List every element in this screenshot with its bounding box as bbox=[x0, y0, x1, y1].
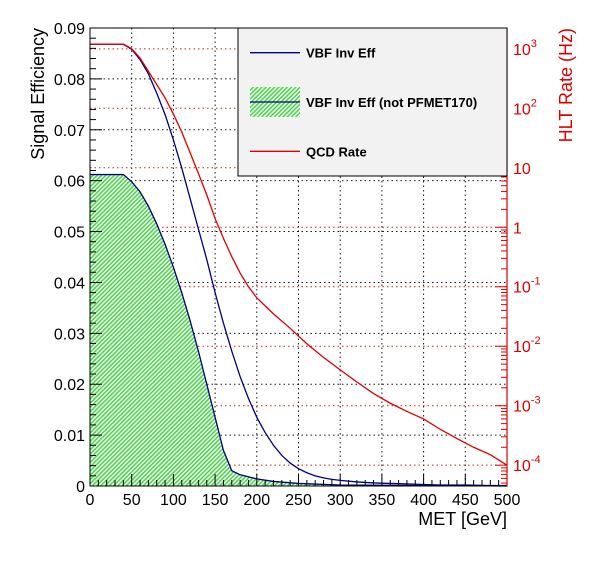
y-tick-label: 0.01 bbox=[54, 428, 85, 445]
y-tick-label: 0.05 bbox=[54, 225, 85, 242]
y2-tick-label: 10-1 bbox=[513, 276, 541, 297]
y-tick-label: 0.06 bbox=[54, 174, 85, 191]
series-qcd-rate-line bbox=[90, 43, 508, 466]
y-tick-label: 0.09 bbox=[54, 21, 85, 38]
y-tick-label: 0.04 bbox=[54, 275, 85, 292]
legend-entry-label: QCD Rate bbox=[306, 144, 367, 159]
x-tick-label: 350 bbox=[369, 492, 396, 509]
y-tick-label: 0.07 bbox=[54, 123, 85, 140]
legend-entry-label: VBF Inv Eff bbox=[306, 46, 376, 61]
right-y-axis-label: HLT Rate (Hz) bbox=[556, 28, 576, 142]
legend: VBF Inv Eff VBF Inv Eff (not PFMET170) QCD… bbox=[237, 27, 508, 177]
y2-tick-label: 10-4 bbox=[513, 454, 541, 475]
series-vbf-inv-eff-not-pfmet170-line bbox=[90, 173, 508, 487]
y2-tick-label: 10-2 bbox=[513, 335, 541, 356]
x-tick-label: 50 bbox=[123, 492, 141, 509]
x-tick-label: 300 bbox=[327, 492, 354, 509]
x-tick-label: 400 bbox=[410, 492, 437, 509]
y2-tick-label: 102 bbox=[513, 97, 537, 118]
axes-layer: 0 50 100 150 200 250 300 350 400 450 500 0 0.01 0.02 0… bbox=[54, 21, 541, 509]
x-axis-label: MET [GeV] bbox=[418, 509, 507, 529]
y2-tick-label: 1 bbox=[513, 220, 522, 237]
y-axis-label: Signal Efficiency bbox=[28, 28, 48, 160]
x-tick-label: 250 bbox=[285, 492, 312, 509]
x-tick-label: 100 bbox=[160, 492, 187, 509]
x-tick-label: 450 bbox=[452, 492, 479, 509]
x-tick-label: 200 bbox=[243, 492, 270, 509]
legend-entry-label: VBF Inv Eff (not PFMET170) bbox=[306, 95, 477, 110]
y2-tick-label: 10-3 bbox=[513, 395, 541, 416]
y-tick-label: 0.02 bbox=[54, 377, 85, 394]
x-tick-label: 150 bbox=[202, 492, 229, 509]
y-tick-label: 0 bbox=[76, 479, 85, 496]
y2-tick-label: 103 bbox=[513, 38, 537, 59]
x-tick-label: 0 bbox=[86, 492, 95, 509]
y2-tick-label: 10 bbox=[513, 161, 531, 178]
x-tick-label: 500 bbox=[494, 492, 521, 509]
y-tick-label: 0.03 bbox=[54, 326, 85, 343]
y-tick-label: 0.08 bbox=[54, 72, 85, 89]
series-vbf-inv-eff-not-pfmet170-area bbox=[90, 174, 507, 486]
